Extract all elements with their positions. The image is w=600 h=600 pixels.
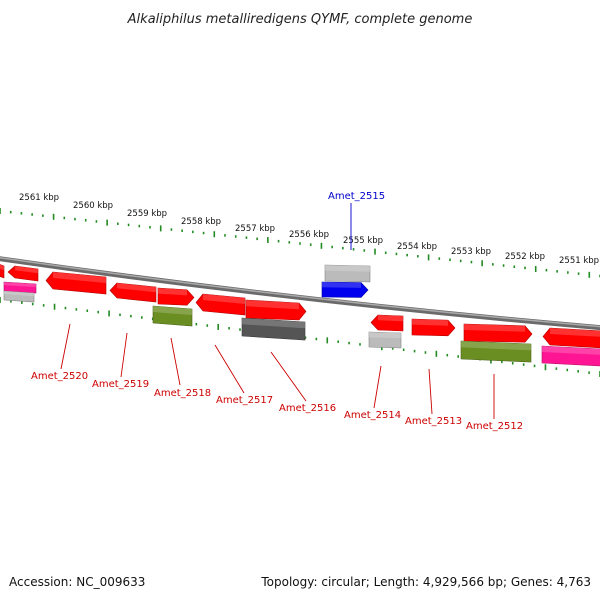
leader-line [120,332,128,378]
kbp-label: 2552 kbp [505,252,545,262]
kbp-label: 2561 kbp [19,193,59,203]
feature-red[interactable] [370,314,404,332]
feature-olive[interactable] [460,340,532,363]
feature-gray[interactable] [3,290,35,303]
kbp-label: 2558 kbp [181,217,221,227]
kbp-label: 2556 kbp [289,230,329,240]
outer-tick-ring [0,208,600,278]
leader-line [170,337,181,386]
feature-red[interactable] [411,318,456,337]
leader-line [60,323,71,370]
leader-line [428,368,433,415]
kbp-label: 2560 kbp [73,201,113,211]
gene-label[interactable]: Amet_2519 [92,379,149,390]
accession-text: Accession: NC_009633 [9,575,145,589]
kbp-label: 2554 kbp [397,242,437,252]
gene-label[interactable]: Amet_2516 [279,403,336,414]
feature-gray[interactable] [324,264,371,283]
gene-label[interactable]: Amet_2512 [466,421,523,432]
feature-red[interactable] [157,287,195,306]
feature-gray[interactable] [368,331,402,349]
leader-line [373,365,382,409]
feature-red[interactable] [463,323,533,343]
leader-line [214,344,245,394]
leader-line [270,351,307,402]
feature-olive[interactable] [152,305,193,327]
feature-pink[interactable] [541,345,600,367]
kbp-labels: 2561 kbp 2560 kbp 2559 kbp 2558 kbp 2557 kbp… [19,193,599,266]
gene-label[interactable]: Amet_2518 [154,388,211,399]
feature-red[interactable] [0,264,5,279]
kbp-label: 2551 kbp [559,256,599,266]
feature-pink[interactable] [3,281,37,294]
kbp-label: 2555 kbp [343,236,383,246]
feature-red[interactable] [195,293,246,316]
gene-labels: Amet_2515 Amet_2520 Amet_2519 Amet_2518 Amet… [31,191,523,432]
gene-label[interactable]: Amet_2514 [344,410,401,421]
label-leader-lines [60,203,495,419]
gene-features [0,264,600,367]
gene-label[interactable]: Amet_2515 [328,191,385,202]
kbp-label: 2553 kbp [451,247,491,257]
gene-label[interactable]: Amet_2517 [216,395,273,406]
gene-label[interactable]: Amet_2513 [405,416,462,427]
feature-red[interactable] [109,282,157,303]
backbone [0,256,600,331]
feature-red[interactable] [542,327,600,349]
feature-red[interactable] [245,299,307,321]
kbp-label: 2559 kbp [127,209,167,219]
feature-dark-gray[interactable] [241,317,306,341]
map-title: Alkaliphilus metalliredigens QYMF, compl… [127,12,473,27]
feature-blue[interactable] [321,281,369,298]
kbp-label: 2557 kbp [235,224,275,234]
gene-label[interactable]: Amet_2520 [31,371,88,382]
feature-red[interactable] [45,271,107,295]
feature-red[interactable] [7,265,39,282]
genome-summary-text: Topology: circular; Length: 4,929,566 bp… [260,575,591,589]
